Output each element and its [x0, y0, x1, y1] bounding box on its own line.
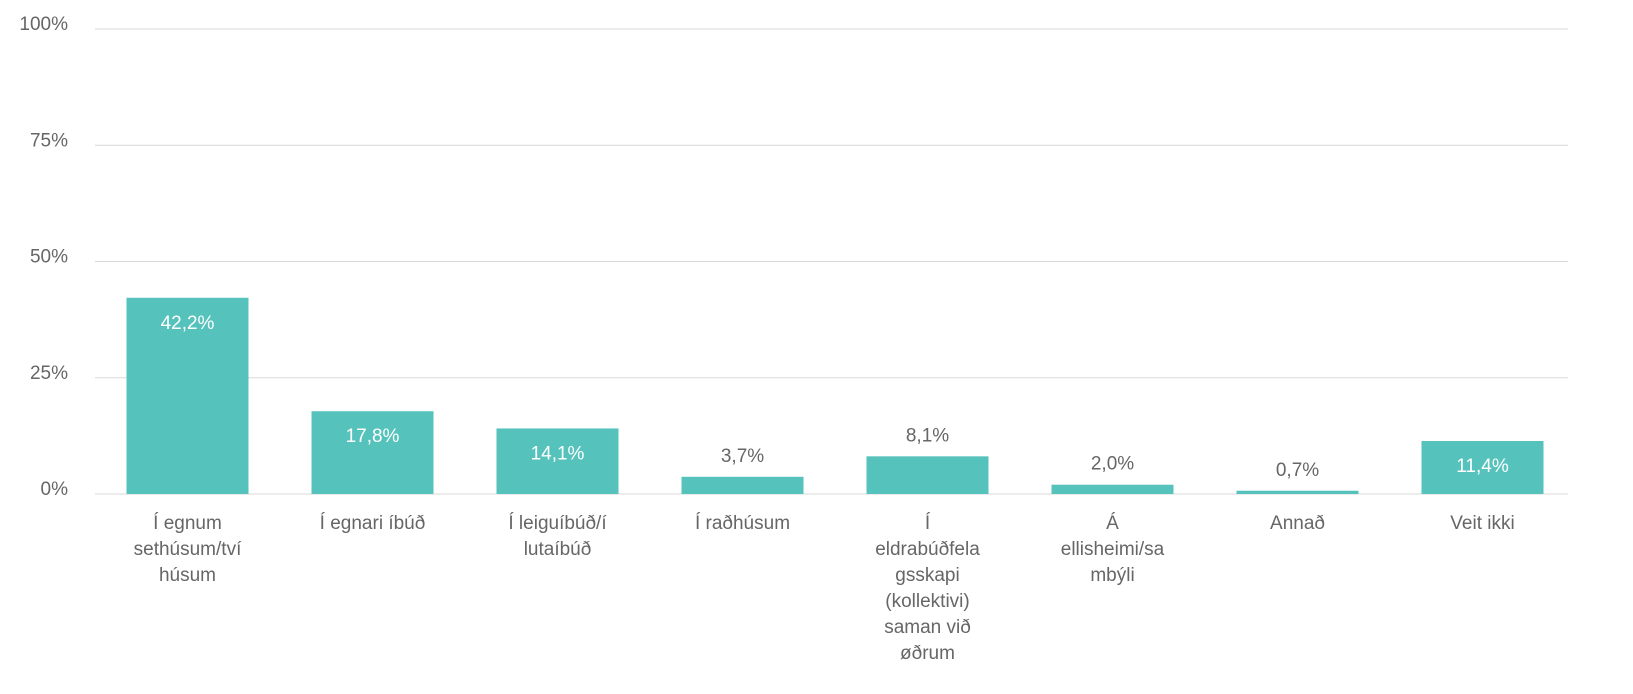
- y-tick-label: 25%: [30, 363, 68, 384]
- x-tick-label: Í: [925, 513, 931, 534]
- x-tick-label: Í egnum: [153, 513, 222, 534]
- bar: [311, 411, 434, 494]
- bar: [866, 456, 989, 494]
- x-tick-label: Í egnari íbúð: [320, 513, 426, 534]
- x-tick-label: Veit ikki: [1450, 513, 1514, 534]
- x-tick-label: saman við: [884, 617, 971, 638]
- value-label: 17,8%: [346, 426, 400, 447]
- x-tick-label: Annað: [1270, 513, 1325, 534]
- x-tick-label: Á: [1106, 513, 1119, 534]
- value-label: 2,0%: [1091, 454, 1134, 475]
- y-tick-label: 75%: [30, 130, 68, 151]
- x-tick-label: mbýli: [1090, 565, 1134, 586]
- bar: [1421, 440, 1544, 494]
- x-tick-label: øðrum: [900, 643, 955, 664]
- bar: [496, 428, 619, 494]
- x-tick-label: lutaíbúð: [524, 539, 592, 560]
- x-tick-label: Í leiguíbúð/í: [508, 513, 607, 534]
- x-tick-label: sethúsum/tví: [134, 539, 242, 560]
- value-label: 14,1%: [531, 443, 585, 464]
- bar: [126, 297, 249, 494]
- value-label: 42,2%: [161, 313, 215, 334]
- value-label: 3,7%: [721, 446, 764, 467]
- x-tick-label: Í raðhúsum: [695, 513, 790, 534]
- value-label: 11,4%: [1456, 456, 1509, 477]
- x-tick-label: ellisheimi/sa: [1061, 539, 1165, 560]
- bar: [1236, 490, 1359, 494]
- y-tick-label: 100%: [19, 14, 68, 35]
- bar: [1051, 484, 1174, 494]
- x-tick-label: húsum: [159, 565, 216, 586]
- y-tick-label: 0%: [41, 479, 69, 500]
- bar: [681, 476, 804, 494]
- x-tick-label: (kollektivi): [885, 591, 969, 612]
- value-label: 8,1%: [906, 425, 949, 446]
- y-tick-label: 50%: [30, 247, 68, 268]
- x-tick-label: gsskapi: [895, 565, 959, 586]
- value-label: 0,7%: [1276, 460, 1319, 481]
- x-tick-label: eldrabúðfela: [875, 539, 980, 560]
